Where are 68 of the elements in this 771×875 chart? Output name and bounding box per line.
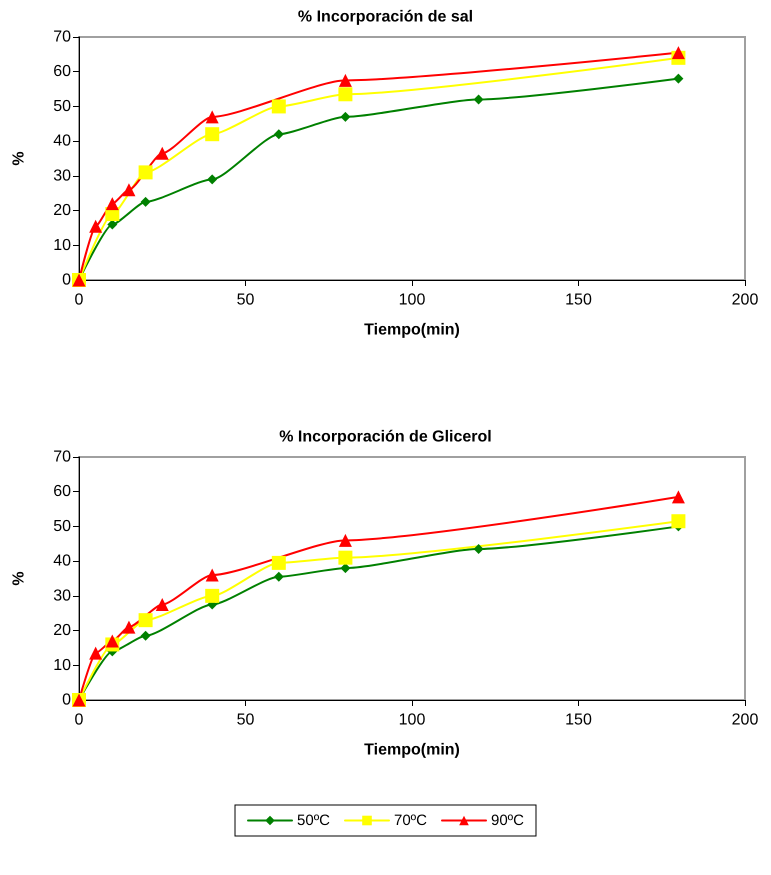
y-tick-label: 40 [53,132,72,150]
x-tick-label: 0 [74,712,84,728]
y-tick-label: 70 [53,28,72,46]
point [338,534,352,547]
y-tick-label: 50 [53,98,72,115]
point [206,110,219,124]
x-tick-label: 150 [565,712,592,728]
y-tick-label: 10 [53,236,72,254]
y-tick-label: 20 [53,202,72,220]
point [205,588,220,603]
point [340,563,350,574]
legend-label: 70ºC [394,812,428,829]
point [140,196,151,207]
point [106,197,119,210]
point [474,544,484,554]
x-tick-label: 150 [565,292,592,308]
point [207,174,218,184]
point [672,490,685,504]
y-tick-label: 10 [53,656,72,674]
x-tick-label: 200 [732,292,758,308]
point [673,74,684,84]
point [138,613,153,628]
point [138,165,153,180]
legend-label: 50ºC [297,812,330,829]
point [206,568,219,582]
point [122,620,136,634]
y-tick-label: 60 [53,483,72,500]
x-tick-label: 100 [398,712,426,728]
point [672,46,685,60]
chart-title: % Incorporación de sal [298,8,474,26]
x-tick-label: 200 [732,712,758,728]
point [474,94,484,104]
point [106,634,119,648]
chart-title: % Incorporación de Glicerol [279,428,492,446]
y-tick-label: 30 [53,167,72,184]
point [338,74,352,87]
point [205,127,220,142]
y-tick-label: 60 [53,63,72,80]
point [338,550,352,565]
point [274,129,284,140]
legend-label: 90ºC [491,812,524,829]
x-axis-title: Tiempo(min) [364,742,460,758]
y-tick-label: 50 [53,518,72,535]
y-tick-label: 0 [62,272,72,288]
y-tick-label: 0 [62,692,72,708]
point [89,646,102,660]
x-tick-label: 100 [398,292,426,308]
y-axis-title: % [10,151,28,166]
point [122,183,136,196]
point [156,598,169,612]
y-axis-title: % [10,571,28,586]
point [272,99,286,114]
point [671,514,686,528]
x-tick-label: 0 [74,292,84,308]
y-tick-label: 40 [53,552,72,570]
point [272,556,286,570]
x-tick-label: 50 [236,292,254,308]
point [338,87,352,102]
point [89,220,102,233]
x-tick-label: 50 [236,712,254,728]
point [274,572,284,582]
point [140,630,151,641]
y-tick-label: 30 [53,587,72,604]
point [156,146,169,160]
y-tick-label: 20 [53,622,72,640]
point [340,112,350,122]
x-axis-title: Tiempo(min) [364,322,460,338]
y-tick-label: 70 [53,448,72,466]
